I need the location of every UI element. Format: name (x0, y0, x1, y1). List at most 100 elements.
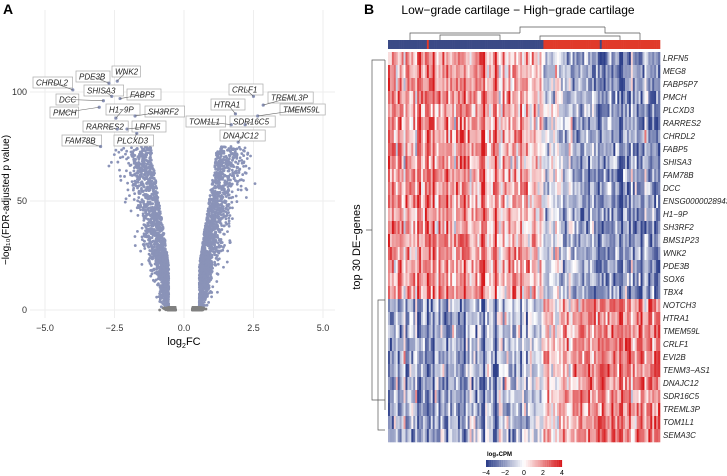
group-annotation-cell (582, 40, 585, 49)
group-annotation-cell (459, 40, 463, 49)
data-point (161, 231, 165, 235)
heatmap-cell (512, 65, 515, 79)
heatmap-cell (531, 52, 535, 66)
data-point (142, 244, 146, 248)
group-annotation-cell (516, 40, 519, 49)
group-annotation-cell (599, 40, 603, 49)
group-annotation-cell (456, 40, 459, 49)
data-point (159, 218, 163, 222)
data-point (138, 173, 142, 177)
data-point (243, 171, 247, 175)
data-point (228, 206, 232, 210)
data-point (154, 186, 158, 189)
data-point (231, 158, 235, 161)
heatmap-cell (457, 65, 461, 79)
data-point (152, 177, 156, 180)
heatmap-cell (496, 52, 500, 66)
heatmap-cell (547, 65, 550, 79)
data-point (199, 271, 203, 275)
data-point (149, 263, 153, 267)
data-point (118, 168, 121, 172)
data-point (154, 203, 158, 207)
heatmap-cell (650, 52, 653, 66)
data-point (224, 154, 228, 158)
heatmap-cell (407, 65, 410, 79)
group-annotation-cell (518, 40, 521, 49)
data-point (220, 210, 224, 213)
data-point (215, 226, 219, 230)
data-point (147, 245, 151, 249)
data-point (154, 190, 158, 194)
data-point (147, 206, 150, 210)
heatmap-cell (580, 52, 583, 66)
data-point (213, 207, 216, 211)
data-point (211, 285, 215, 289)
data-point (225, 203, 229, 207)
data-point (139, 166, 143, 169)
heatmap-cell (430, 52, 433, 66)
group-annotation-cell (490, 40, 494, 49)
heatmap-cell (564, 52, 568, 66)
heatmap-cell (471, 65, 474, 79)
data-point (236, 162, 240, 165)
data-point (208, 197, 212, 201)
group-annotation-cell (628, 40, 632, 49)
heatmap-cell (588, 52, 591, 66)
gene-label: RARRES2 (86, 123, 124, 132)
data-point (198, 289, 202, 293)
heatmap-cell (456, 52, 459, 66)
data-point (227, 219, 231, 223)
data-point (153, 253, 157, 257)
data-point (154, 225, 158, 229)
heatmap-cell (613, 52, 616, 66)
heatmap-cell (558, 65, 562, 79)
gene-label: HTRA1 (214, 101, 240, 110)
data-point (244, 164, 248, 168)
data-point (161, 296, 164, 300)
y-axis-label: −log₁₀(FDR-adjusted p value) (1, 135, 12, 265)
data-point (219, 222, 223, 225)
data-point (155, 295, 159, 299)
data-point (212, 238, 216, 242)
group-annotation-cell (564, 40, 568, 49)
heatmap-cell (582, 52, 585, 66)
data-point (234, 194, 238, 198)
data-point (226, 169, 230, 173)
group-annotation-cell (457, 40, 461, 49)
heatmap-cell (520, 52, 523, 66)
data-point (140, 235, 144, 239)
group-annotation-cell (512, 40, 515, 49)
data-point (144, 167, 148, 171)
data-point (220, 151, 224, 155)
data-point (235, 182, 239, 186)
group-annotation-cell (613, 40, 616, 49)
heatmap-cell (525, 52, 529, 66)
data-point (204, 287, 208, 291)
data-point (218, 194, 222, 198)
data-point (123, 200, 127, 204)
data-point (140, 238, 144, 242)
data-point (240, 152, 244, 155)
data-point (130, 180, 134, 184)
data-point (202, 238, 206, 242)
data-point (237, 159, 241, 163)
heatmap-cell (658, 52, 661, 66)
group-annotation-cell (440, 40, 443, 49)
data-point (224, 217, 228, 221)
data-point (203, 296, 207, 300)
heatmap-cell (524, 65, 527, 79)
group-annotation-cell (539, 40, 542, 49)
group-annotation-cell (421, 40, 424, 49)
heatmap-cell (397, 52, 400, 66)
data-point (212, 180, 216, 184)
data-point (158, 300, 162, 303)
group-annotation-cell (638, 40, 641, 49)
data-point (167, 263, 170, 267)
data-point (148, 257, 151, 260)
volcano-plot: −5.0 −2.5 0.0 2.5 5.0050100CHRDL2PDE3BWNK2DC… (12, 10, 335, 333)
data-point (165, 274, 169, 278)
heatmap-cell (518, 65, 521, 79)
data-point (199, 292, 203, 295)
